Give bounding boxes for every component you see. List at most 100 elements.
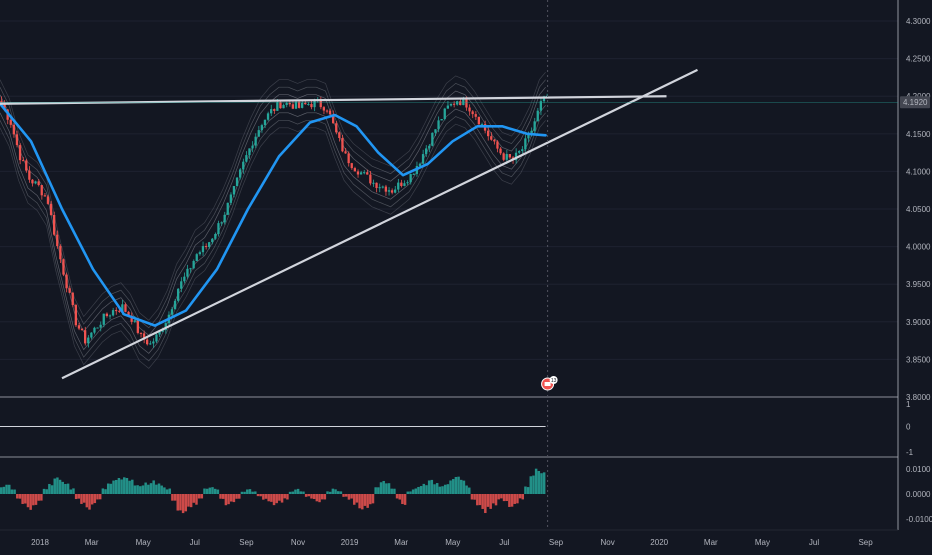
histogram-bar bbox=[280, 494, 284, 503]
histogram-bar bbox=[502, 494, 506, 502]
histogram-bar bbox=[224, 494, 228, 506]
pane-separators bbox=[0, 0, 899, 531]
hist-tick-label: 0.0000 bbox=[906, 490, 931, 499]
candle bbox=[490, 136, 493, 140]
event-count-bubble bbox=[549, 376, 558, 384]
histogram-bar bbox=[374, 487, 377, 494]
histogram-axis[interactable]: 0.0100 0.0000 -0.0100 bbox=[906, 465, 932, 524]
histogram-bar bbox=[163, 487, 166, 494]
candle bbox=[257, 130, 260, 137]
histogram-bar bbox=[393, 488, 396, 494]
candle bbox=[102, 313, 105, 325]
candle bbox=[406, 182, 409, 184]
candle bbox=[229, 194, 232, 203]
candle bbox=[304, 102, 307, 105]
candle bbox=[285, 102, 288, 106]
candle bbox=[353, 168, 356, 172]
candle bbox=[487, 130, 490, 137]
histogram-bar bbox=[227, 494, 230, 505]
time-tick-label: 2018 bbox=[31, 538, 49, 547]
histogram-bar bbox=[69, 489, 73, 494]
candle bbox=[245, 155, 248, 162]
candle bbox=[263, 119, 267, 126]
histogram-bar bbox=[109, 483, 113, 494]
candle bbox=[359, 172, 363, 175]
histogram-bar bbox=[409, 491, 412, 494]
candle bbox=[3, 103, 6, 110]
candle bbox=[310, 104, 313, 108]
histogram-bar bbox=[246, 489, 249, 494]
histogram-bar bbox=[40, 494, 43, 501]
histogram-bar bbox=[197, 494, 201, 499]
histogram-bar bbox=[500, 494, 503, 499]
candle bbox=[28, 170, 31, 180]
oscillator-axis[interactable]: 1 0 -1 bbox=[906, 400, 914, 457]
candle bbox=[74, 305, 77, 326]
histogram-bar bbox=[379, 482, 383, 494]
histogram-bar bbox=[427, 480, 431, 494]
histogram-bar bbox=[532, 475, 535, 494]
candle bbox=[288, 102, 291, 105]
histogram-bar bbox=[64, 483, 67, 494]
histogram-bar bbox=[230, 494, 233, 502]
histogram-bar bbox=[267, 494, 270, 502]
time-tick-label: Mar bbox=[704, 538, 718, 547]
histogram-bar bbox=[173, 494, 177, 501]
candle bbox=[149, 343, 152, 345]
candle bbox=[412, 173, 415, 175]
candle bbox=[65, 274, 68, 289]
histogram-bar bbox=[278, 494, 281, 501]
time-tick-label: Sep bbox=[858, 538, 873, 547]
candle bbox=[443, 108, 446, 119]
candle bbox=[356, 171, 360, 175]
histogram-bar bbox=[366, 494, 369, 508]
time-tick-label: Jul bbox=[499, 538, 509, 547]
candle bbox=[493, 139, 496, 142]
histogram-bar bbox=[414, 488, 418, 494]
histogram-bar bbox=[98, 494, 102, 500]
histogram-bar bbox=[42, 488, 46, 494]
candles bbox=[0, 93, 549, 348]
histogram-bar bbox=[24, 494, 27, 504]
histogram-bar bbox=[446, 484, 450, 494]
histogram-bar bbox=[128, 480, 131, 494]
histogram-bar bbox=[286, 494, 289, 500]
candle bbox=[425, 148, 428, 155]
candle bbox=[276, 102, 279, 111]
candle bbox=[49, 203, 53, 215]
histogram-bar bbox=[149, 483, 153, 494]
candle bbox=[220, 222, 223, 224]
candle bbox=[170, 309, 174, 315]
candle bbox=[208, 242, 211, 248]
histogram-bar bbox=[66, 483, 70, 494]
histogram-bar bbox=[77, 494, 81, 499]
histogram-bar bbox=[369, 494, 372, 505]
price-axis[interactable]: 4.30004.25004.20004.15004.10004.05004.00… bbox=[900, 17, 931, 402]
histogram-bar bbox=[484, 494, 487, 514]
candle bbox=[201, 246, 205, 253]
candle bbox=[332, 114, 335, 124]
trendline-support[interactable] bbox=[61, 68, 698, 380]
histogram-bar bbox=[283, 494, 286, 499]
candle bbox=[350, 163, 353, 169]
overlays: 13 bbox=[0, 0, 898, 530]
histogram-bar bbox=[37, 494, 40, 501]
price-tick-label: 4.1000 bbox=[906, 167, 931, 176]
histogram-bar bbox=[304, 494, 308, 497]
histogram-bar bbox=[345, 494, 348, 497]
candle bbox=[214, 233, 217, 239]
histogram-bar bbox=[540, 473, 543, 494]
time-axis[interactable]: 2018 Mar May Jul Sep Nov 2019 Mar May Jul Sep Nov 20… bbox=[31, 538, 873, 547]
candle bbox=[313, 101, 316, 108]
candle bbox=[211, 238, 214, 243]
histogram-bar bbox=[395, 494, 399, 499]
candle bbox=[449, 103, 453, 106]
candle bbox=[341, 138, 344, 152]
histogram-bar bbox=[248, 489, 252, 494]
histogram-bar bbox=[243, 491, 246, 494]
candle bbox=[545, 95, 549, 97]
histogram-bar bbox=[34, 494, 38, 505]
price-tick-label: 4.3000 bbox=[906, 17, 931, 26]
